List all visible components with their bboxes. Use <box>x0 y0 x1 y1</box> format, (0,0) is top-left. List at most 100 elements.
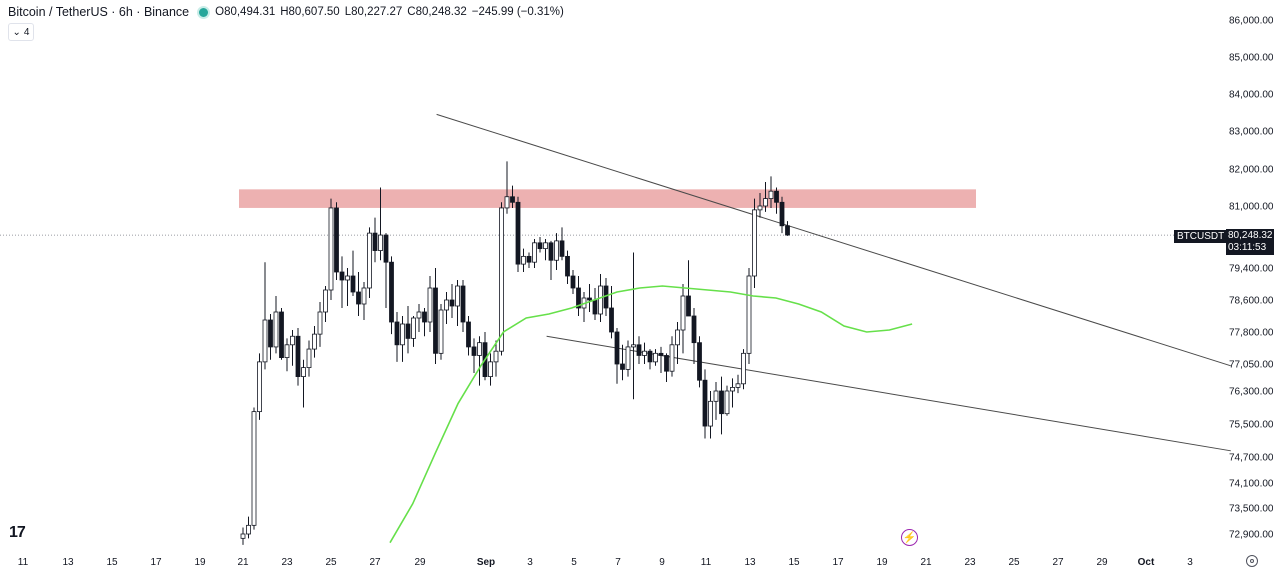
last-price-box: 80,248.32 03:11:53 <box>1226 229 1274 255</box>
time-axis-label: 13 <box>62 557 74 568</box>
candle-body <box>752 209 757 277</box>
gear-icon[interactable] <box>1246 555 1258 567</box>
price-axis-label: 77,050.00 <box>1229 360 1274 371</box>
candle-body <box>301 367 306 378</box>
candle-body <box>394 321 400 346</box>
time-axis-label: 25 <box>1008 557 1020 568</box>
candle-body <box>295 335 301 377</box>
candle-body <box>405 323 411 339</box>
time-axis-label: 29 <box>414 557 426 568</box>
candle-body <box>658 352 664 356</box>
candle-body <box>246 524 251 535</box>
candle-body <box>460 285 466 323</box>
time-axis-label: 25 <box>325 557 337 568</box>
indicator-count: 4 <box>23 26 30 38</box>
candle-body <box>356 291 361 305</box>
candle-body <box>675 329 680 346</box>
candle-body <box>438 309 444 354</box>
candle-body <box>686 295 691 317</box>
candle-body <box>466 321 471 348</box>
candle-body <box>284 344 290 358</box>
candle-body <box>361 287 367 305</box>
time-axis-label: 5 <box>571 557 577 568</box>
time-axis-label: 17 <box>150 557 162 568</box>
time-axis-label: 21 <box>237 557 249 568</box>
candle-body <box>697 342 702 381</box>
candle-body <box>702 379 708 427</box>
time-axis-label: 27 <box>1052 557 1064 568</box>
price-axis-label: 86,000.00 <box>1229 16 1274 27</box>
candle-body <box>691 315 697 344</box>
time-axis-label: 21 <box>920 557 932 568</box>
candle-body <box>251 411 257 526</box>
candle-body <box>372 232 378 251</box>
time-axis-label: 7 <box>615 557 621 568</box>
candle-body <box>257 361 262 413</box>
candle-body <box>455 285 460 307</box>
candle-body <box>576 287 581 309</box>
candle-body <box>548 242 554 261</box>
time-axis-label: 27 <box>369 557 381 568</box>
candle-body <box>433 287 438 354</box>
candle-body <box>416 311 422 319</box>
time-axis-label: 13 <box>744 557 756 568</box>
candle-body <box>262 319 268 363</box>
candle-body <box>757 205 763 211</box>
candle-body <box>268 319 273 348</box>
candle-body <box>713 390 719 402</box>
price-axis-label: 84,000.00 <box>1229 90 1274 101</box>
bar-countdown: 03:11:53 <box>1228 242 1267 253</box>
time-axis-label: Sep <box>477 557 495 568</box>
lightning-icon[interactable]: ⚡ <box>901 529 918 546</box>
candle-body <box>532 242 537 263</box>
open-value: O80,494.31 <box>215 6 276 18</box>
candle-body <box>741 352 746 385</box>
price-axis-label: 82,000.00 <box>1229 165 1274 176</box>
candle-body <box>565 255 570 277</box>
time-axis-label: 19 <box>194 557 206 568</box>
candle-body <box>587 297 592 301</box>
candle-body <box>422 311 427 323</box>
time-axis-label: 3 <box>1187 557 1193 568</box>
price-axis-label: 75,500.00 <box>1229 420 1274 431</box>
candle-body <box>317 311 323 335</box>
candle-body <box>636 344 642 356</box>
candle-body <box>735 383 741 388</box>
candle-body <box>471 346 477 356</box>
candle-body <box>526 255 532 263</box>
candle-body <box>763 198 768 207</box>
candle-body <box>537 242 543 250</box>
time-axis-label: Oct <box>1138 557 1155 568</box>
price-axis-label: 81,000.00 <box>1229 202 1274 213</box>
chevron-down-icon: ⌄ <box>12 26 21 38</box>
time-axis-label: 9 <box>659 557 665 568</box>
candle-body <box>345 275 350 281</box>
candle-body <box>449 299 455 307</box>
candle-body <box>323 289 328 313</box>
candle-body <box>240 533 246 539</box>
candle-body <box>328 207 334 291</box>
symbol-title[interactable]: Bitcoin / TetherUS · 6h · Binance <box>8 5 190 19</box>
candle-body <box>290 335 295 346</box>
price-axis-label: 72,900.00 <box>1229 530 1274 541</box>
candle-body <box>279 311 284 358</box>
time-axis-label: 19 <box>876 557 888 568</box>
last-price-label: 80,248.32 <box>1228 230 1273 241</box>
moving-average-line <box>389 285 913 544</box>
candle-body <box>592 299 598 315</box>
price-axis-label: 79,400.00 <box>1229 264 1274 275</box>
time-axis-label: 23 <box>281 557 293 568</box>
candle-body <box>521 255 526 265</box>
time-axis-label: 17 <box>832 557 844 568</box>
candle-body <box>746 275 752 354</box>
candle-body <box>350 275 356 293</box>
candle-body <box>768 190 774 199</box>
tradingview-logo[interactable]: 17 <box>9 524 26 541</box>
symbol-price-tag: BTCUSDT <box>1174 230 1228 243</box>
candle-body <box>642 350 647 356</box>
price-axis-label: 78,600.00 <box>1229 296 1274 307</box>
candle-body <box>488 361 493 378</box>
candle-body <box>598 285 603 315</box>
indicators-toggle-button[interactable]: ⌄ 4 <box>8 23 34 41</box>
